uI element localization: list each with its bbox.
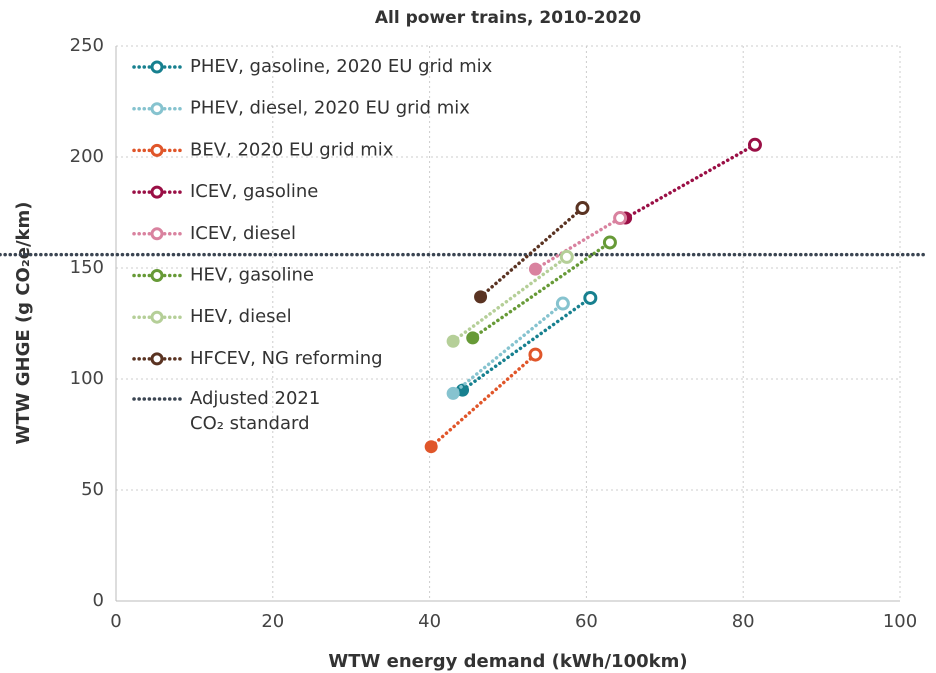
point-2020: [528, 347, 543, 362]
x-tick-label: 80: [732, 611, 755, 632]
x-tick-label: 0: [110, 611, 121, 632]
point-2020: [602, 235, 617, 250]
y-tick-label: 0: [93, 590, 104, 611]
y-tick-label: 200: [70, 146, 104, 167]
legend-label: Adjusted 2021: [190, 388, 320, 409]
series-line: [533, 216, 622, 271]
legend-marker: [150, 310, 164, 324]
x-tick-label: 40: [418, 611, 441, 632]
legend-label: HFCEV, NG reforming: [190, 348, 383, 369]
series-line: [460, 296, 593, 392]
legend-label: ICEV, diesel: [190, 223, 296, 244]
legend-marker: [150, 60, 164, 74]
point-2010: [424, 440, 438, 454]
point-2020: [747, 137, 762, 152]
legend-label: BEV, 2020 EU grid mix: [190, 139, 394, 160]
y-tick-label: 250: [70, 35, 104, 56]
series-line: [451, 255, 569, 344]
point-2020: [575, 201, 590, 216]
x-tick-label: 60: [575, 611, 598, 632]
legend-marker: [150, 102, 164, 116]
y-tick-label: 100: [70, 368, 104, 389]
legend-label: HEV, gasoline: [190, 265, 314, 286]
series-line: [429, 352, 538, 449]
point-2020: [555, 296, 570, 311]
series-line: [623, 143, 757, 220]
x-tick-label: 20: [261, 611, 284, 632]
point-2010: [528, 262, 542, 276]
point-2010: [446, 334, 460, 348]
legend-marker: [150, 352, 164, 366]
y-tick-label: 50: [81, 479, 104, 500]
point-2020: [613, 211, 628, 226]
legend-marker: [150, 269, 164, 282]
y-axis-label: WTW GHGE (g CO₂e/km): [13, 202, 34, 445]
x-axis-label: WTW energy demand (kWh/100km): [328, 651, 687, 672]
legend-marker: [150, 143, 164, 157]
legend-label: HEV, diesel: [190, 306, 292, 327]
chart-title: All power trains, 2010-2020: [375, 8, 641, 28]
legend-label: ICEV, gasoline: [190, 181, 318, 202]
legend-marker: [150, 185, 164, 199]
legend-marker: [150, 227, 164, 241]
point-2010: [446, 386, 460, 400]
legend-label: PHEV, gasoline, 2020 EU grid mix: [190, 56, 493, 77]
point-2010: [474, 290, 488, 304]
series-line: [478, 206, 585, 299]
point-2010: [466, 331, 480, 345]
series-line: [451, 301, 565, 396]
legend-label: PHEV, diesel, 2020 EU grid mix: [190, 98, 470, 119]
point-2020: [583, 290, 598, 305]
point-2020: [559, 249, 574, 264]
x-tick-label: 100: [883, 611, 917, 632]
legend-label: CO₂ standard: [190, 413, 310, 434]
y-tick-label: 150: [70, 257, 104, 278]
series-line: [470, 240, 612, 340]
